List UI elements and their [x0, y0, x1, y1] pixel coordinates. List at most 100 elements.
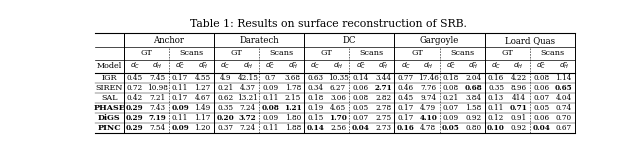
Text: 0.45: 0.45 [397, 94, 414, 102]
Text: 0.12: 0.12 [488, 114, 504, 122]
Text: $d_{\vec{H}}$: $d_{\vec{H}}$ [559, 61, 569, 71]
Text: 4.37: 4.37 [240, 84, 256, 92]
Text: Scans: Scans [450, 49, 474, 57]
Text: IGR: IGR [102, 74, 117, 82]
Text: 0.35: 0.35 [217, 104, 233, 112]
Text: 1.17: 1.17 [195, 114, 211, 122]
Text: 2.75: 2.75 [375, 114, 391, 122]
Text: 0.07: 0.07 [353, 114, 369, 122]
Text: Daratech: Daratech [239, 36, 279, 45]
Text: 4.9: 4.9 [220, 74, 231, 82]
Text: GT: GT [321, 49, 333, 57]
Text: 0.7: 0.7 [264, 74, 276, 82]
Text: 0.14: 0.14 [353, 74, 369, 82]
Text: 3.84: 3.84 [465, 94, 481, 102]
Text: 0.06: 0.06 [533, 114, 549, 122]
Text: 414: 414 [511, 94, 525, 102]
Text: Model: Model [97, 62, 122, 70]
Text: 0.09: 0.09 [262, 84, 278, 92]
Text: 0.68: 0.68 [465, 84, 483, 92]
Text: SAL: SAL [101, 94, 118, 102]
Text: Scans: Scans [269, 49, 294, 57]
Text: 13.21: 13.21 [237, 94, 258, 102]
Text: Table 1: Results on surface reconstruction of SRB.: Table 1: Results on surface reconstructi… [189, 19, 467, 29]
Text: 0.42: 0.42 [127, 94, 143, 102]
Text: 0.15: 0.15 [307, 114, 324, 122]
Text: SIREN: SIREN [95, 84, 123, 92]
Text: $d_C$: $d_C$ [130, 61, 140, 71]
Text: DC: DC [342, 36, 356, 45]
Text: 17.46: 17.46 [418, 74, 439, 82]
Text: 0.20: 0.20 [216, 114, 234, 122]
Text: 3.06: 3.06 [330, 94, 346, 102]
Text: 1.21: 1.21 [284, 104, 302, 112]
Text: $d_{\vec{C}}$: $d_{\vec{C}}$ [536, 61, 546, 71]
Text: 0.09: 0.09 [262, 114, 278, 122]
Text: Scans: Scans [540, 49, 564, 57]
Text: 0.45: 0.45 [127, 74, 143, 82]
Text: 0.21: 0.21 [443, 94, 459, 102]
Text: 1.80: 1.80 [285, 114, 301, 122]
Text: 7.21: 7.21 [149, 94, 166, 102]
Text: 0.11: 0.11 [172, 84, 188, 92]
Text: 0.13: 0.13 [488, 94, 504, 102]
Text: 4.55: 4.55 [195, 74, 211, 82]
Text: 0.11: 0.11 [488, 104, 504, 112]
Text: $d_C$: $d_C$ [491, 61, 501, 71]
Text: 0.67: 0.67 [556, 124, 572, 132]
Text: $d_C$: $d_C$ [310, 61, 321, 71]
Text: 0.29: 0.29 [126, 104, 144, 112]
Text: $d_{\vec{H}}$: $d_{\vec{H}}$ [198, 61, 208, 71]
Text: 2.73: 2.73 [375, 124, 391, 132]
Text: 0.65: 0.65 [555, 84, 573, 92]
Text: 0.62: 0.62 [217, 94, 233, 102]
Text: 0.09: 0.09 [171, 104, 189, 112]
Text: 42.15: 42.15 [237, 74, 258, 82]
Text: 2.04: 2.04 [465, 74, 481, 82]
Text: 7.76: 7.76 [420, 84, 436, 92]
Text: $d_H$: $d_H$ [423, 61, 433, 71]
Text: $d_{\vec{C}}$: $d_{\vec{C}}$ [356, 61, 365, 71]
Text: 0.09: 0.09 [443, 114, 459, 122]
Text: $d_C$: $d_C$ [220, 61, 230, 71]
Text: 1.78: 1.78 [285, 84, 301, 92]
Text: $d_{\vec{C}}$: $d_{\vec{C}}$ [266, 61, 275, 71]
Text: $d_C$: $d_C$ [401, 61, 411, 71]
Text: 0.06: 0.06 [533, 84, 549, 92]
Text: 7.24: 7.24 [240, 124, 256, 132]
Text: 7.19: 7.19 [148, 114, 166, 122]
Text: Scans: Scans [360, 49, 384, 57]
Text: 0.72: 0.72 [127, 84, 143, 92]
Text: 2.78: 2.78 [375, 104, 391, 112]
Text: GT: GT [140, 49, 152, 57]
Text: $d_{\vec{H}}$: $d_{\vec{H}}$ [378, 61, 388, 71]
Text: 4.67: 4.67 [195, 94, 211, 102]
Text: 0.46: 0.46 [397, 84, 414, 92]
Text: 0.16: 0.16 [397, 124, 415, 132]
Text: 8.96: 8.96 [511, 84, 527, 92]
Text: GT: GT [230, 49, 243, 57]
Text: GT: GT [501, 49, 513, 57]
Text: 7.54: 7.54 [149, 124, 166, 132]
Text: 1.58: 1.58 [465, 104, 481, 112]
Text: 0.11: 0.11 [262, 124, 278, 132]
Text: 0.18: 0.18 [443, 74, 459, 82]
Text: $d_H$: $d_H$ [243, 61, 253, 71]
Text: 2.71: 2.71 [374, 84, 392, 92]
Text: 0.17: 0.17 [397, 114, 414, 122]
Text: 3.44: 3.44 [375, 74, 391, 82]
Text: 2.56: 2.56 [330, 124, 346, 132]
Text: Anchor: Anchor [154, 36, 184, 45]
Text: GT: GT [411, 49, 423, 57]
Text: 1.88: 1.88 [285, 124, 301, 132]
Text: 0.08: 0.08 [353, 94, 369, 102]
Text: 0.70: 0.70 [556, 114, 572, 122]
Text: 0.17: 0.17 [172, 94, 188, 102]
Text: $d_{\vec{H}}$: $d_{\vec{H}}$ [288, 61, 298, 71]
Text: 0.19: 0.19 [307, 104, 324, 112]
Text: $d_{\vec{C}}$: $d_{\vec{C}}$ [446, 61, 456, 71]
Text: 0.29: 0.29 [126, 114, 144, 122]
Text: 0.17: 0.17 [172, 74, 188, 82]
Text: 0.08: 0.08 [262, 104, 279, 112]
Text: 0.91: 0.91 [511, 114, 527, 122]
